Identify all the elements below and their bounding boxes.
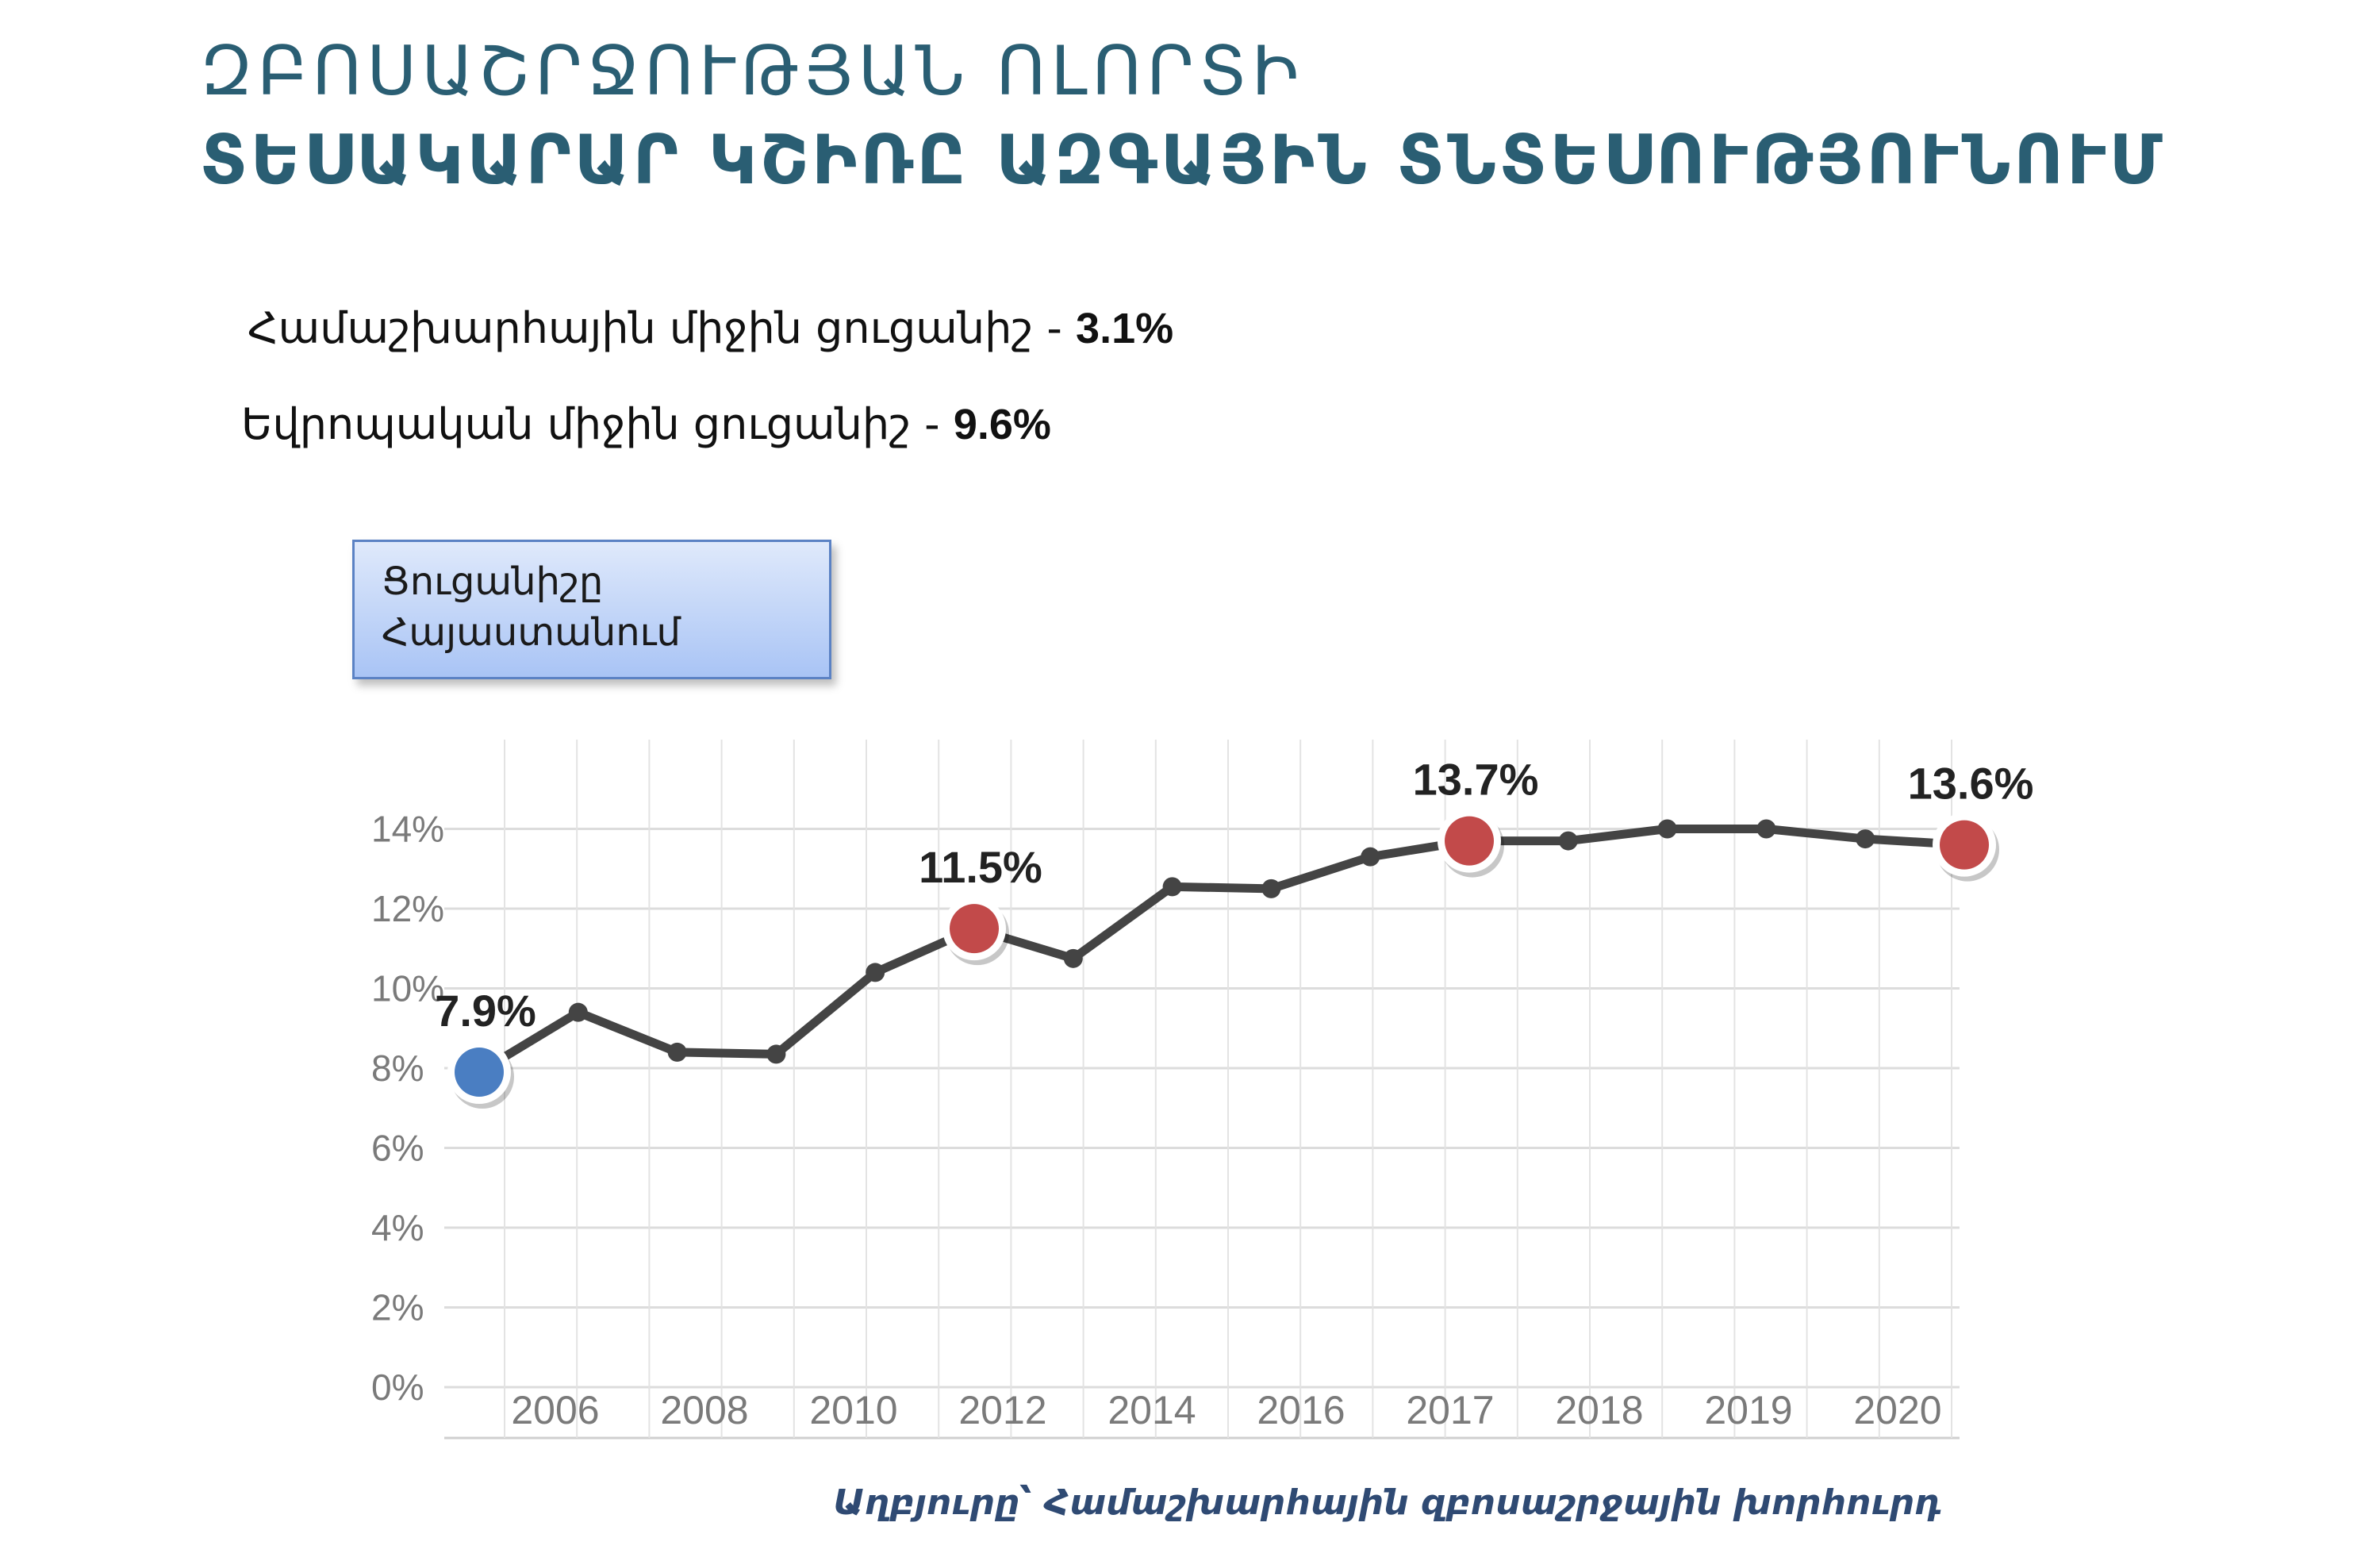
data-point [568, 1002, 588, 1022]
title-line-1: ԶԲՈՍԱՇՐՋՈՒԹՅԱՆ ՈԼՈՐՏԻ [200, 32, 1304, 111]
armenia-indicator-line-1: Ցուցանիշը [382, 559, 604, 604]
x-tick-label: 2010 [809, 1388, 897, 1432]
europe-average-label: Եվրոպական միջին ցուցանիշ - [241, 399, 954, 449]
data-point [1756, 819, 1776, 839]
y-tick-label: 4% [371, 1207, 424, 1248]
data-point [1162, 877, 1182, 897]
armenia-indicator-box: Ցուցանիշը Հայաստանում [352, 540, 831, 679]
europe-average-stat: Եվրոպական միջին ցուցանիշ - 9.6% [241, 399, 1051, 449]
x-tick-label: 2018 [1555, 1388, 1643, 1432]
y-tick-label: 8% [371, 1048, 424, 1089]
data-point [1361, 847, 1380, 867]
data-label: 13.6% [1908, 759, 2034, 809]
highlight-point [950, 904, 999, 954]
world-average-stat: Համաշխարհային միջին ցուցանիշ - 3.1% [248, 303, 1173, 353]
y-tick-label: 10% [371, 968, 444, 1009]
x-tick-label: 2016 [1257, 1388, 1345, 1432]
y-tick-label: 14% [371, 809, 444, 850]
data-point [766, 1044, 786, 1064]
data-point [1261, 878, 1281, 898]
data-label: 13.7% [1413, 755, 1539, 805]
data-label: 7.9% [435, 986, 536, 1036]
y-tick-label: 0% [371, 1367, 424, 1408]
x-tick-label: 2014 [1107, 1388, 1196, 1432]
series-line [474, 825, 1969, 1077]
data-point [1558, 831, 1578, 851]
x-tick-label: 2017 [1406, 1388, 1494, 1432]
y-tick-label: 6% [371, 1128, 424, 1169]
highlight-point [1940, 820, 1989, 870]
source-note: Աղբյուրը՝ Համաշխարհային զբոսաշրջային խոր… [833, 1482, 1942, 1523]
x-tick-label: 2012 [958, 1388, 1046, 1432]
x-tick-label: 2019 [1704, 1388, 1792, 1432]
data-point [1856, 829, 1875, 849]
data-point [1063, 948, 1083, 968]
x-tick-label: 2006 [511, 1388, 599, 1432]
data-point [1657, 819, 1677, 839]
highlight-point [1445, 816, 1494, 866]
world-average-value: 3.1% [1076, 305, 1174, 352]
highlight-point [455, 1048, 504, 1098]
data-label: 11.5% [919, 842, 1042, 892]
data-point [866, 963, 885, 982]
europe-average-value: 9.6% [953, 401, 1051, 448]
x-tick-label: 2020 [1853, 1388, 1941, 1432]
data-point [667, 1042, 687, 1062]
x-tick-label: 2008 [660, 1388, 748, 1432]
world-average-label: Համաշխարհային միջին ցուցանիշ - [248, 303, 1077, 353]
y-tick-label: 12% [371, 888, 444, 929]
armenia-indicator-line-2: Հայաստանում [382, 610, 681, 655]
title-line-2: ՏԵՍԱԿԱՐԱՐ ԿՇԻՌԸ ԱԶԳԱՅԻՆ ՏՆՏԵՍՈՒԹՅՈՒՆՈՒՄ [200, 121, 2166, 200]
y-tick-label: 2% [371, 1287, 424, 1328]
